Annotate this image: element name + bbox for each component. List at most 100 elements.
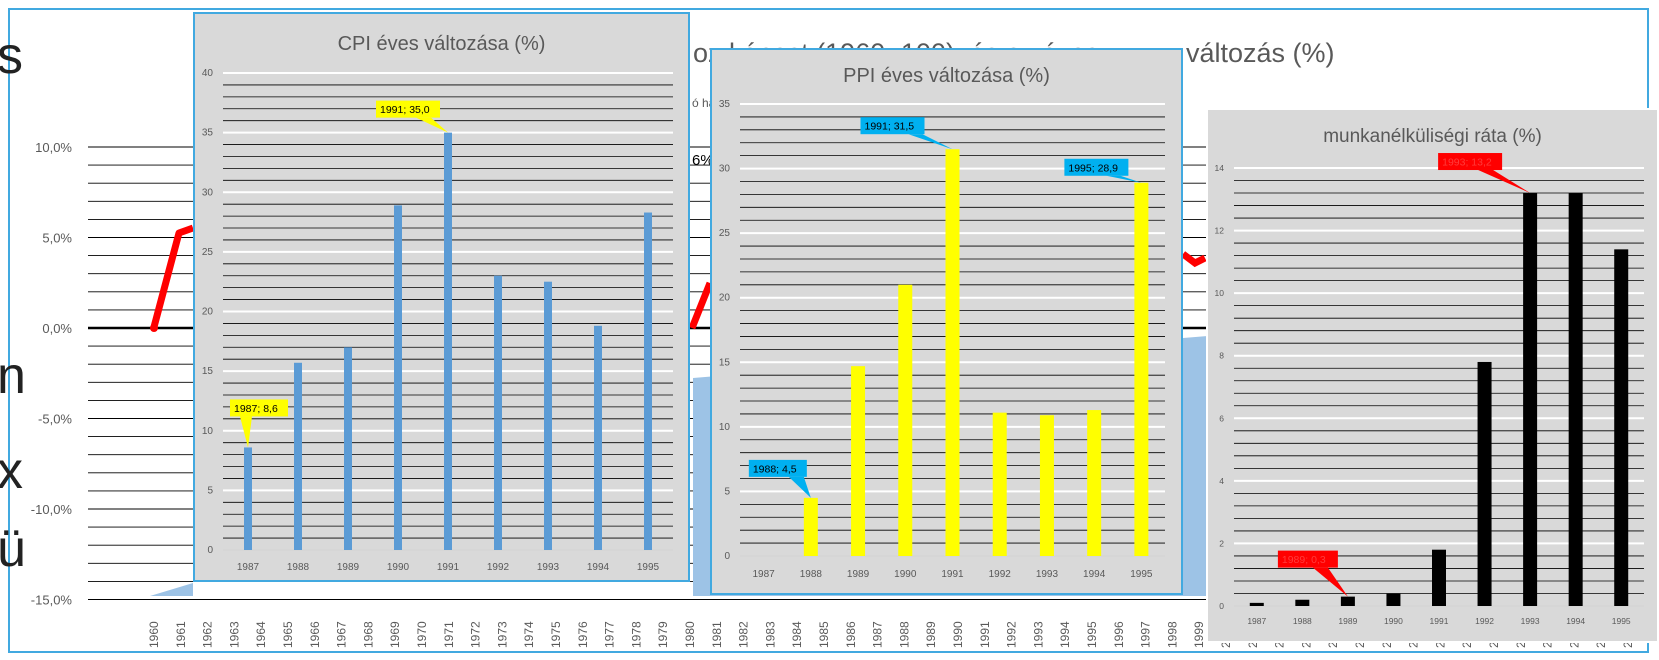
left-edge-letter: x: [0, 442, 23, 500]
left-edge-letters: s nxü: [0, 27, 26, 578]
bg-y-tick-label: 10,0%: [35, 140, 72, 155]
bg-y-axis: 10,0% 5,0% 0,0% -5,0% -10,0% -15,0%: [31, 140, 73, 608]
y-tick-label: 10: [202, 426, 214, 437]
y-tick-label: 40: [202, 68, 214, 79]
y-tick-label: 14: [1215, 163, 1225, 173]
bar-1991: [945, 149, 960, 556]
bar-1989: [851, 366, 866, 556]
bg-year-label: 1989: [924, 621, 938, 648]
y-tick-label: 35: [719, 99, 731, 110]
y-tick-label: 0: [1219, 601, 1224, 611]
bg-year-label: 1998: [1165, 621, 1179, 648]
data-label-callout-pointer: [1312, 567, 1348, 597]
bar-1988: [294, 362, 302, 550]
data-label-callout: [748, 459, 807, 477]
bg-year-label: 1966: [308, 621, 322, 648]
x-tick-label: 1990: [387, 562, 410, 573]
data-label-text: 1991; 35,0: [380, 104, 430, 116]
bg-year-label: 1986: [844, 621, 858, 648]
data-label-text: 1989; 0,3: [1282, 554, 1326, 566]
left-edge-letter: ü: [0, 520, 26, 578]
ppi-chart: PPI éves változása (%) 0 5 10 15 20 25 30 35 1987…: [710, 48, 1183, 595]
bg-year-label: 1979: [656, 621, 670, 648]
data-label-callout: [230, 399, 288, 417]
bar-1994: [1087, 410, 1102, 556]
bar-1992: [494, 275, 502, 550]
bar-1989: [344, 347, 352, 550]
bg-year-label: 1964: [254, 621, 268, 648]
bg-year-label: 1977: [603, 621, 617, 648]
bar-1995: [1614, 249, 1629, 607]
bg-year-label: 1970: [415, 621, 429, 648]
bg-year-label: 1976: [576, 621, 590, 648]
x-tick-label: 1989: [1338, 616, 1357, 626]
bg-year-label: 1982: [737, 621, 751, 648]
bar-1991: [1432, 549, 1446, 606]
bar-1990: [1386, 593, 1401, 606]
bg-year-label: 1960: [147, 621, 161, 648]
bar-1993: [1523, 193, 1538, 606]
bg-red-line-left: [150, 224, 195, 328]
bg-year-label: 1990: [951, 621, 965, 648]
x-tick-label: 1992: [989, 569, 1012, 580]
bar-1993: [544, 281, 552, 550]
bg-year-label: 1996: [1112, 621, 1126, 648]
bg-year-label: 1974: [522, 621, 536, 648]
bg-year-label: 1962: [201, 621, 215, 648]
bg-year-label: 1999: [1192, 621, 1206, 648]
bg-year-label: 1988: [897, 621, 911, 648]
bar-1987: [1249, 602, 1264, 606]
bg-year-label: 1993: [1031, 621, 1045, 648]
bg-title-fragment-2: változás (%): [1186, 38, 1335, 68]
x-tick-label: 1990: [894, 569, 917, 580]
x-tick-label: 1994: [1566, 616, 1585, 626]
y-tick-label: 25: [202, 247, 214, 258]
data-label-callout-pointer: [416, 117, 448, 133]
y-tick-label: 25: [719, 228, 731, 239]
y-tick-label: 2: [1219, 538, 1224, 548]
x-tick-label: 1993: [1036, 569, 1059, 580]
y-tick-label: 10: [1215, 288, 1225, 298]
bg-year-label: 1961: [174, 621, 188, 648]
y-tick-label: 12: [1215, 226, 1225, 236]
bar-1990: [394, 205, 402, 550]
bg-year-label: 1967: [335, 621, 349, 648]
data-label-callout-pointer: [788, 476, 811, 498]
bar-1988: [1295, 599, 1310, 606]
x-tick-label: 1987: [1247, 616, 1266, 626]
x-tick-label: 1993: [537, 562, 560, 573]
left-edge-letter: s: [0, 27, 23, 85]
x-tick-label: 1991: [1430, 616, 1449, 626]
cpi-chart: CPI éves változása (%) 0 5 10 15 20 25 30 35 40 19…: [193, 12, 690, 582]
data-label-callout-pointer: [908, 134, 953, 150]
x-tick-label: 1987: [237, 562, 260, 573]
bg-year-label: 1985: [817, 621, 831, 648]
data-label-callout-pointer: [240, 416, 252, 448]
chart-title: munkanélküliségi ráta (%): [1323, 126, 1542, 147]
bar-1987: [244, 447, 252, 550]
bar-1992: [992, 412, 1007, 556]
bg-y-tick-label: 0,0%: [42, 321, 72, 336]
bg-year-label: 1975: [549, 621, 563, 648]
bg-note-fragment: ó ha: [692, 96, 716, 110]
bar-1988: [803, 497, 818, 556]
bg-year-label: 1973: [495, 621, 509, 648]
bg-year-label: 1981: [710, 621, 724, 648]
x-tick-label: 1989: [847, 569, 870, 580]
x-tick-label: 1991: [437, 562, 460, 573]
x-tick-label: 1989: [337, 562, 360, 573]
chart-background: [193, 12, 690, 582]
x-tick-label: 1992: [487, 562, 510, 573]
bg-year-label: 1969: [388, 621, 402, 648]
bg-area-left: [150, 583, 193, 596]
bg-year-label: 1991: [978, 621, 992, 648]
bar-1994: [1568, 193, 1583, 606]
y-tick-label: 0: [724, 551, 730, 562]
left-edge-letter: n: [0, 347, 26, 405]
bg-red-line-mid: [688, 281, 714, 330]
data-label-text: 1987; 8,6: [234, 403, 278, 415]
y-tick-label: 6: [1219, 413, 1224, 423]
bg-year-label: 1968: [361, 621, 375, 648]
chart-title: CPI éves változása (%): [338, 33, 546, 55]
bg-year-label: 1994: [1058, 621, 1072, 648]
